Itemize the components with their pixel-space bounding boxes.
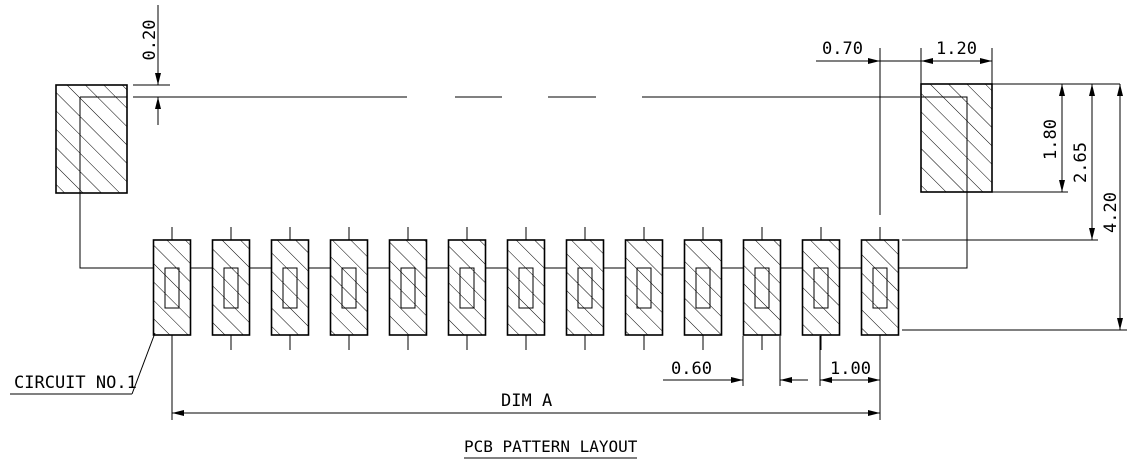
circuit-callout: CIRCUIT NO.1	[10, 332, 156, 395]
circuit-label: CIRCUIT NO.1	[14, 373, 137, 393]
contact-pad	[801, 227, 841, 350]
title-block: PCB PATTERN LAYOUT	[464, 437, 638, 459]
contact-pad	[565, 227, 605, 350]
dim-mount-height: 1.80	[1041, 84, 1065, 192]
dim-mount-height-label: 1.80	[1041, 119, 1061, 160]
dim-mount-offset: 0.70	[816, 39, 921, 215]
contact-pad	[152, 227, 192, 350]
contact-pad	[388, 227, 428, 350]
dim-a: DIM A	[171, 336, 881, 420]
contact-pad	[506, 227, 546, 350]
contact-pad	[742, 227, 782, 350]
dim-extension-lines	[902, 83, 1127, 331]
mount-pad-left	[55, 84, 128, 194]
dim-mount-width-label: 1.20	[936, 39, 977, 59]
dim-overall-height-label: 4.20	[1101, 192, 1121, 233]
dim-gap-top: 0.20	[133, 5, 170, 125]
contact-pad	[211, 227, 251, 350]
contact-pads	[152, 227, 900, 350]
dim-contact-top-label: 2.65	[1071, 142, 1091, 183]
dim-contact-top: 2.65	[1071, 84, 1095, 240]
contact-pad	[683, 227, 723, 350]
contact-pad	[624, 227, 664, 350]
drawing-title: PCB PATTERN LAYOUT	[464, 437, 638, 456]
dim-overall-height: 4.20	[1101, 84, 1123, 330]
dim-contact-width: 0.60	[663, 336, 808, 386]
dim-pitch: 1.00	[819, 336, 880, 386]
dim-a-label: DIM A	[501, 391, 552, 411]
contact-pad	[447, 227, 487, 350]
dim-mount-offset-label: 0.70	[822, 39, 863, 59]
dim-gap-top-label: 0.20	[140, 20, 160, 61]
mount-pad-right	[920, 83, 993, 193]
contact-pad	[270, 227, 310, 350]
dim-contact-width-label: 0.60	[671, 359, 712, 379]
dim-pitch-label: 1.00	[830, 359, 871, 379]
contact-pad	[329, 227, 369, 350]
contact-pad	[860, 227, 900, 350]
dim-mount-width: 1.20	[920, 39, 993, 84]
connector-outline	[79, 96, 968, 269]
